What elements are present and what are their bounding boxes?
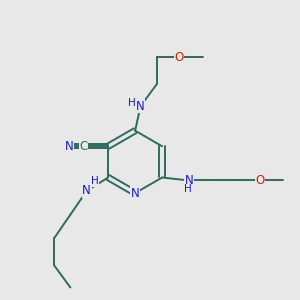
Text: H: H bbox=[128, 98, 136, 108]
Text: O: O bbox=[256, 174, 265, 187]
Text: H: H bbox=[91, 176, 99, 186]
Text: H: H bbox=[184, 184, 191, 194]
Text: N: N bbox=[136, 100, 145, 113]
Text: O: O bbox=[175, 51, 184, 64]
Text: N: N bbox=[184, 174, 193, 187]
Text: C: C bbox=[79, 140, 88, 153]
Text: N: N bbox=[65, 140, 74, 153]
Text: N: N bbox=[131, 187, 140, 200]
Text: N: N bbox=[82, 184, 91, 197]
